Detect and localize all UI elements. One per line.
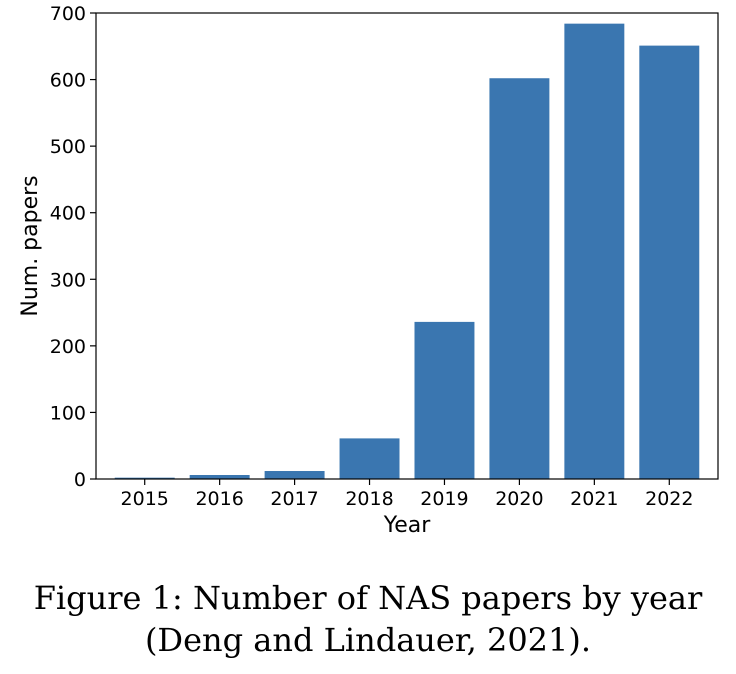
plot-frame — [95, 12, 719, 480]
y-tick-label: 500 — [50, 136, 86, 158]
caption-line-2: (Deng and Lindauer, 2021). — [144, 621, 592, 659]
bar-2019 — [414, 321, 475, 479]
x-tick-label-2017: 2017 — [270, 488, 318, 510]
y-tick-label: 400 — [50, 203, 86, 225]
x-tick-label-2016: 2016 — [195, 488, 243, 510]
x-axis-label: Year — [383, 513, 432, 538]
y-tick-label: 600 — [50, 70, 86, 92]
y-tick-label: 0 — [74, 469, 86, 491]
bar-2015 — [114, 477, 175, 479]
x-tick-label-2020: 2020 — [495, 488, 543, 510]
x-tick-label-2018: 2018 — [345, 488, 393, 510]
y-axis-ticks: 0 100 200 300 400 500 600 700 — [50, 3, 96, 491]
figure-caption: Figure 1: Number of NAS papers by year (… — [0, 577, 736, 661]
x-tick-label-2015: 2015 — [121, 488, 169, 510]
y-tick-label: 700 — [50, 3, 86, 25]
y-tick-label: 300 — [50, 269, 86, 291]
x-tick-label-2019: 2019 — [420, 488, 468, 510]
bar-2016 — [189, 475, 250, 479]
x-tick-label-2022: 2022 — [645, 488, 693, 510]
y-tick-label: 200 — [50, 336, 86, 358]
bar-2021 — [564, 23, 625, 479]
bar-2020 — [489, 78, 550, 480]
bar-2017 — [264, 471, 325, 479]
y-tick-label: 100 — [50, 402, 86, 424]
bars — [114, 23, 700, 480]
x-tick-label-2021: 2021 — [570, 488, 618, 510]
x-axis-ticks: 2015 2016 2017 2018 2019 2020 2021 2022 — [121, 479, 693, 510]
caption-line-1: Figure 1: Number of NAS papers by year — [33, 579, 703, 617]
bar-2022 — [639, 45, 700, 480]
y-axis-label: Num. papers — [18, 175, 43, 316]
bar-2018 — [339, 438, 400, 479]
